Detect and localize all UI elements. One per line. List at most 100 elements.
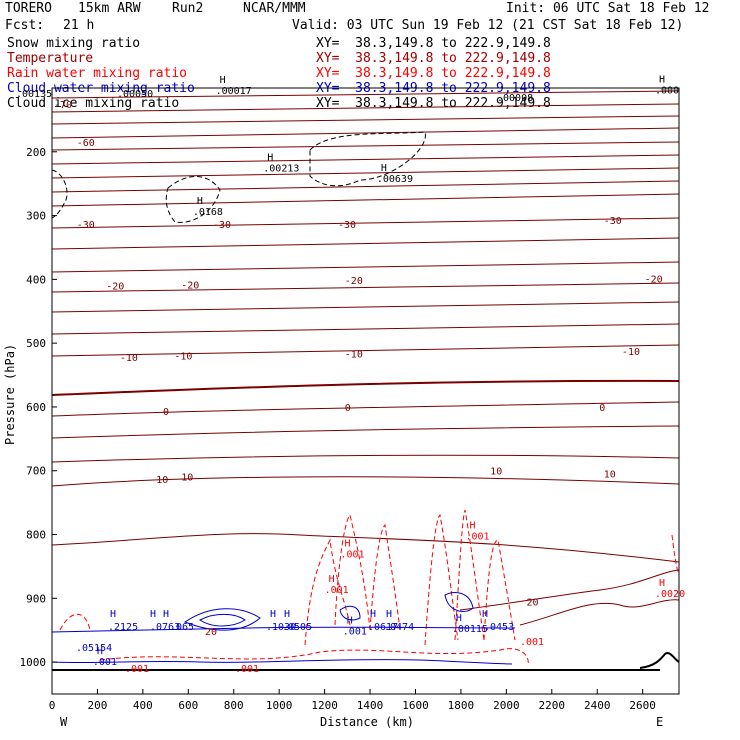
valid-time: Valid: 03 UTC Sun 19 Feb 12 (21 CST Sat … <box>292 18 684 33</box>
cloud-water-contour <box>51 626 516 633</box>
x-tick-label: 2400 <box>584 699 611 712</box>
field-name-snow: Snow mixing ratio <box>7 36 141 51</box>
isotherm-line <box>51 261 680 273</box>
isotherm-line <box>51 141 680 151</box>
isotherm-label: -20 <box>645 275 663 286</box>
isotherm-label: -60 <box>77 138 95 149</box>
isotherm-label: 0 <box>345 403 351 414</box>
model-org: NCAR/MMM <box>243 1 306 16</box>
isotherm-labels: -70 -60 -30 -30 -30 -30 -20 -20 -20 -20 -10 -10 -10 -… <box>54 100 663 609</box>
isotherm-label: -10 <box>174 351 192 362</box>
isotherm-label: -10 <box>345 349 363 360</box>
y-tick-label: 1000 <box>20 656 47 669</box>
terrain-rise <box>639 652 680 669</box>
y-axis-label: Pressure (hPa) <box>3 344 17 445</box>
cloud-water-contour <box>183 608 261 631</box>
model-name: TORERO <box>5 1 52 16</box>
isotherm-label: -30 <box>77 220 95 231</box>
isotherm-line <box>519 599 680 626</box>
rain-label: .001 <box>235 664 259 675</box>
x-axis: 0 200 400 600 800 1000 1200 1400 1600 1800 2000 220… <box>49 689 656 712</box>
rain-contour <box>671 534 680 576</box>
cloud-water-label: .0617 <box>368 622 398 633</box>
x-tick-label: 1800 <box>448 699 475 712</box>
isotherm-label: 0 <box>599 403 605 414</box>
h-marker: H <box>347 615 353 626</box>
cloud-water-label: .065 <box>170 622 194 633</box>
h-marker: H <box>284 609 290 620</box>
isotherm-line <box>51 115 680 125</box>
x-tick-label: 1000 <box>266 699 293 712</box>
isotherm-line <box>51 476 680 487</box>
rain-contours <box>59 509 680 666</box>
mixing-ratio-label: .001 <box>325 585 349 596</box>
h-marker: H <box>163 609 169 620</box>
cloud-water-contour <box>444 592 474 612</box>
snow-contour <box>309 131 426 187</box>
isotherm-line <box>51 282 680 293</box>
cloud-water-label: .0453 <box>484 622 514 633</box>
model-run: Run2 <box>172 1 204 16</box>
snow-overlap-label: .00008 <box>497 93 533 104</box>
isotherm-line <box>459 569 680 611</box>
mixing-ratio-label: .0168 <box>193 207 223 218</box>
field-name-cloud-ice: Cloud ice mixing ratio <box>7 96 180 111</box>
isotherm-line <box>51 167 680 179</box>
cloud-water-contour <box>51 659 513 665</box>
rain-contour <box>369 523 401 631</box>
field-name-temperature: Temperature <box>7 51 94 66</box>
h-marker: H <box>482 609 488 620</box>
h-marker: H <box>150 609 156 620</box>
y-tick-label: 300 <box>26 210 46 223</box>
y-tick-label: 700 <box>26 465 46 478</box>
x-axis-label: Distance (km) <box>320 715 414 729</box>
isotherm-line <box>51 180 680 193</box>
field-xy-snow: XY= 38.3,149.8 to 222.9,149.8 <box>316 36 551 51</box>
x-tick-label: 200 <box>87 699 107 712</box>
isotherm-line <box>51 237 680 250</box>
isotherm-label: -70 <box>54 100 72 111</box>
y-tick-label: 900 <box>26 592 46 605</box>
isotherm-label: -20 <box>345 276 363 287</box>
isotherm-zero-line <box>51 379 680 396</box>
isotherm-line <box>51 103 680 113</box>
rain-label: .001 <box>520 637 544 648</box>
isotherm-label: -10 <box>120 353 138 364</box>
mixing-ratio-label: .00213 <box>263 163 299 174</box>
cloud-water-label: .0763 <box>150 622 180 633</box>
isotherm-line <box>51 323 680 335</box>
isotherm-line <box>51 401 680 417</box>
cloud-water-label: .05154 <box>76 643 112 654</box>
h-marker: H <box>469 520 475 531</box>
cloud-water-label: .0474 <box>384 622 414 633</box>
x-tick-label: 1600 <box>402 699 429 712</box>
cloud-water-label: .0505 <box>282 622 312 633</box>
x-tick-label: 600 <box>178 699 198 712</box>
field-name-rain: Rain water mixing ratio <box>7 66 188 81</box>
isotherm-label: 10 <box>181 472 193 483</box>
rain-contour <box>59 613 91 631</box>
isotherm-label: -30 <box>213 220 231 231</box>
isotherm-line <box>51 301 680 313</box>
h-marker: H <box>381 163 387 174</box>
west-label: W <box>60 715 68 729</box>
rain-contour <box>424 513 459 646</box>
fcst-label: Fcst: <box>5 18 45 33</box>
h-marker: H <box>110 609 116 620</box>
isotherm-line <box>51 217 680 229</box>
h-marker: H <box>220 75 226 86</box>
isotherm-line <box>51 533 680 563</box>
cloud-water-label: .1030 <box>266 622 296 633</box>
isotherm-line <box>51 193 680 207</box>
h-marker: H <box>270 609 276 620</box>
overlap-labels: .00135 .00050 .00008 H .2125 H .0763 H .… <box>16 89 544 675</box>
mixing-ratio-label: .000 <box>655 86 679 97</box>
plot-frame <box>51 87 680 695</box>
isotherm-label: 10 <box>156 475 168 486</box>
mixing-ratio-label: .00639 <box>377 174 413 185</box>
x-tick-label: 2200 <box>539 699 566 712</box>
isotherm-label: 10 <box>604 469 616 480</box>
snow-overlap-label: .00050 <box>117 89 153 100</box>
